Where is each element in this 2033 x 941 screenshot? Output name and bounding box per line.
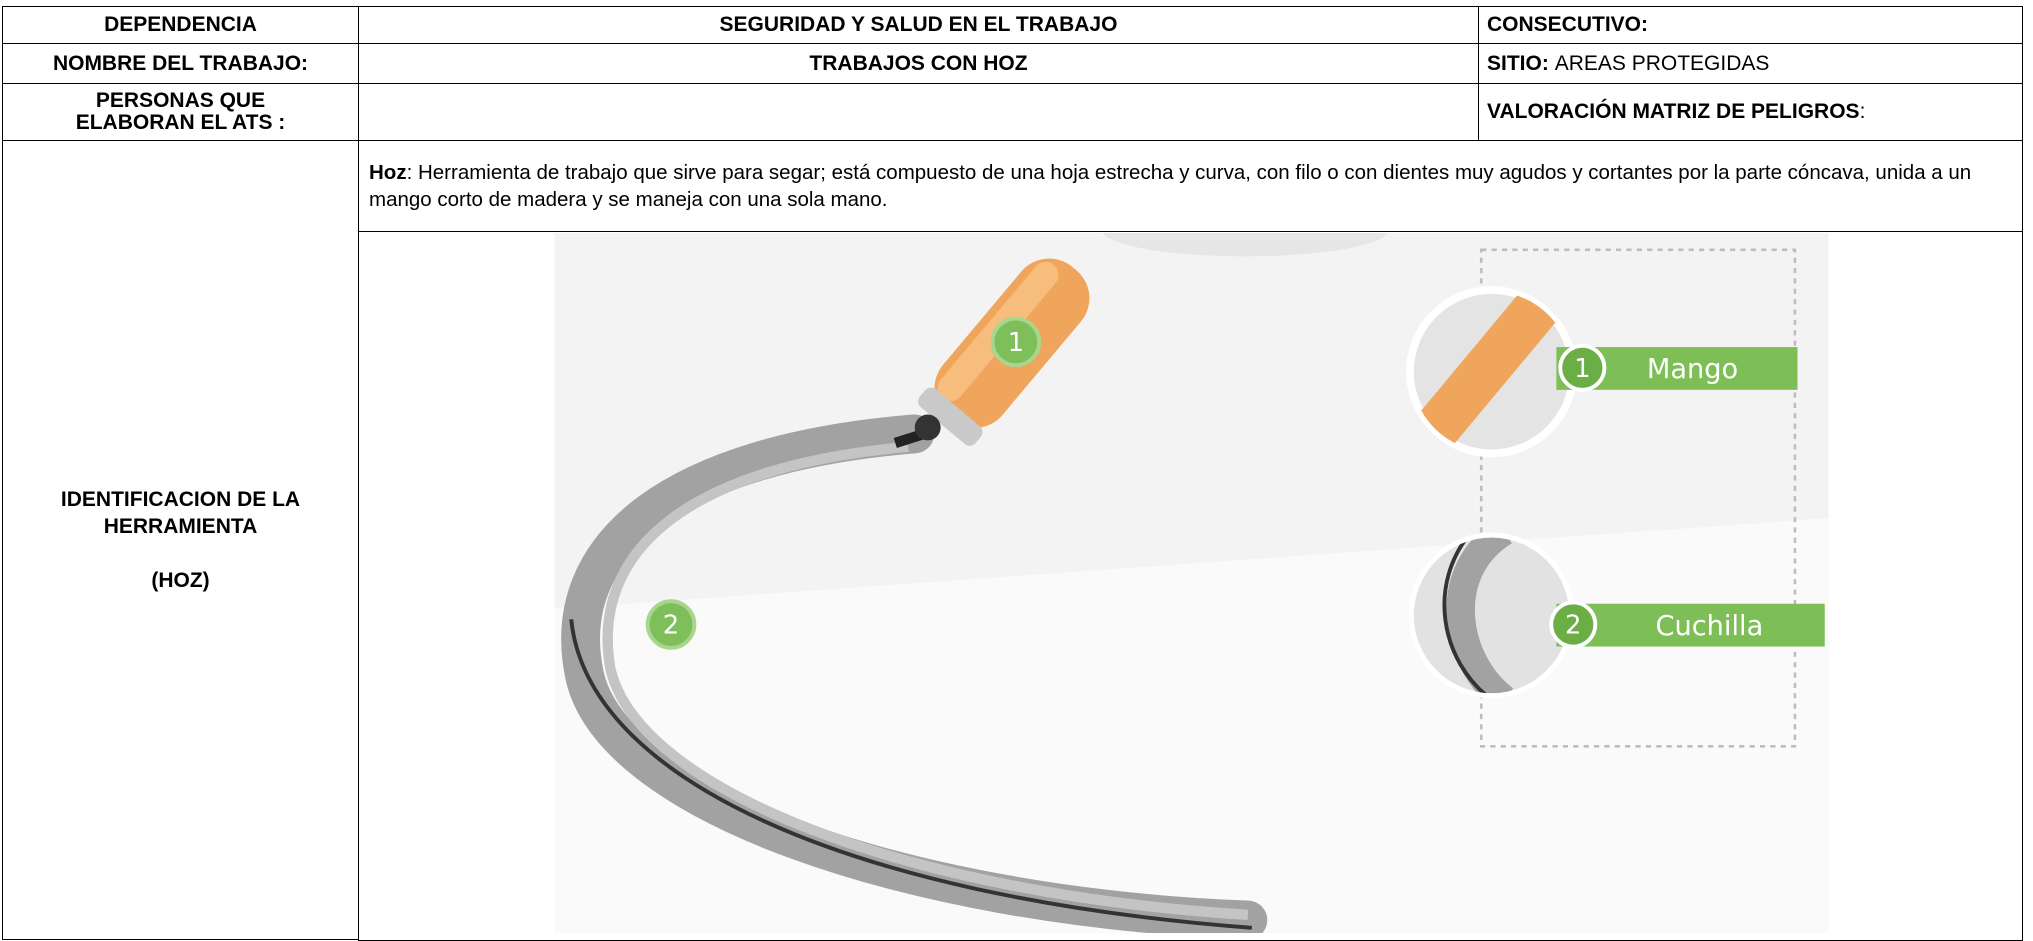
label: DEPENDENCIA (104, 13, 257, 36)
cell: VALORACIÓN MATRIZ DE PELIGROS: (1478, 83, 2023, 141)
suffix: : (1859, 100, 1866, 123)
cell: SITIO: AREAS PROTEGIDAS (1478, 43, 2023, 84)
cell: DEPENDENCIA (2, 6, 359, 44)
cell: SEGURIDAD Y SALUD EN EL TRABAJO (358, 6, 1479, 44)
label: CONSECUTIVO: (1487, 13, 1649, 36)
label: VALORACIÓN MATRIZ DE PELIGROS (1487, 100, 1860, 123)
callout-number: 1 (1574, 354, 1590, 384)
cell (358, 83, 1479, 141)
marker: 2 (663, 611, 679, 641)
label: NOMBRE DEL TRABAJO: (52, 51, 309, 75)
callout-number: 2 (1565, 611, 1581, 641)
description: Hoz: Herramienta de trabajo que sirve pa… (369, 159, 2012, 213)
value: AREAS PROTEGIDAS (1554, 51, 1770, 75)
definition: : Herramienta de trabajo que sirve para … (369, 161, 1972, 211)
cell: IDENTIFICACION DE LA HERRAMIENTA (HOZ) (2, 140, 359, 940)
label: SEGURIDAD Y SALUD EN EL TRABAJO (719, 13, 1118, 36)
cell: PERSONAS QUE ELABORAN EL ATS : (2, 83, 359, 141)
label: IDENTIFICACION DE LA HERRAMIENTA (60, 488, 301, 538)
cell: NOMBRE DEL TRABAJO: (2, 43, 359, 84)
cell: Hoz: Herramienta de trabajo que sirve pa… (358, 140, 2023, 232)
cell: CONSECUTIVO: (1478, 6, 2023, 44)
value: TRABAJOS CON HOZ (809, 51, 1028, 75)
label: PERSONAS QUE ELABORAN EL ATS : (75, 89, 286, 134)
marker: 1 (1008, 328, 1024, 358)
illustration: 1 2 1 Mango 2 Cuchilla (554, 233, 1829, 933)
tool: (HOZ) (151, 569, 210, 592)
term: Hoz (369, 161, 407, 184)
label: SITIO: (1487, 51, 1549, 75)
cell: TRABAJOS CON HOZ (358, 43, 1479, 84)
callout-label: Mango (1647, 354, 1738, 385)
callout-label: Cuchilla (1655, 611, 1763, 642)
